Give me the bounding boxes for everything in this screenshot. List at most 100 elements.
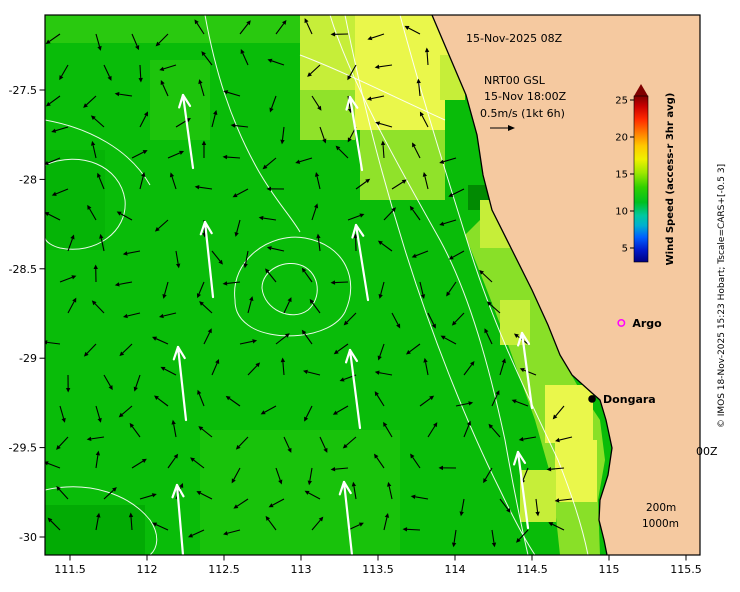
wind-arrow: [379, 122, 393, 128]
x-axis: 111.5 112 112.5 113 113.5 114 114.5 115 115.5: [54, 555, 702, 576]
wind-arrow-head: [114, 282, 120, 287]
wind-arrow-head: [287, 297, 292, 303]
wind-arrow: [304, 271, 313, 283]
credit-text: © IMOS 18-Nov-2025 15:23 Hobart; Tscale=…: [717, 164, 727, 428]
wind-arrow: [157, 219, 169, 230]
wind-arrow: [310, 64, 321, 75]
wind-arrow: [167, 457, 176, 469]
wind-arrow: [229, 398, 241, 407]
wind-arrow-head: [333, 349, 339, 355]
wind-arrow-head: [284, 333, 290, 338]
wind-arrow: [103, 489, 114, 500]
x-tick-label: 114: [445, 563, 466, 576]
wind-arrow: [239, 23, 249, 35]
wind-arrow: [305, 405, 313, 418]
wind-arrow-head: [431, 323, 436, 329]
wind-arrow: [489, 303, 501, 314]
wind-arrow-head: [332, 410, 338, 415]
wind-arrow: [448, 281, 457, 294]
model-label: NRT00 GSL: [484, 74, 546, 87]
wind-arrow-head: [301, 329, 307, 335]
wind-arrow: [122, 343, 133, 354]
wind-arrow-head: [468, 401, 474, 406]
wind-arrow-head: [133, 386, 138, 392]
wind-arrow-head: [260, 410, 266, 415]
wind-arrow: [121, 405, 133, 415]
wind-arrow-head: [330, 280, 336, 285]
wind-arrow-head: [162, 293, 167, 299]
colorbar-tick-label: 20: [615, 133, 628, 144]
wind-arrow-head: [108, 385, 113, 391]
x-tick-label: 115: [599, 563, 620, 576]
wind-arrow: [95, 517, 99, 531]
wind-arrow: [491, 529, 495, 543]
wind-arrow: [49, 33, 61, 42]
wind-arrow: [453, 529, 457, 543]
wind-arrow: [247, 365, 258, 376]
wind-arrow: [455, 402, 469, 407]
wind-arrow: [443, 157, 457, 163]
wind-arrow: [164, 368, 177, 376]
wind-arrow: [371, 33, 385, 39]
wind-arrow: [275, 23, 285, 35]
wind-arrow-head: [374, 391, 379, 397]
wind-speed-cell: [45, 505, 145, 555]
wind-arrow-head: [554, 437, 560, 443]
wind-arrow-head: [207, 328, 212, 334]
wind-arrow: [307, 371, 321, 376]
wind-arrow: [247, 300, 252, 314]
wind-arrow-head: [268, 503, 274, 508]
y-tick-label: -28.5: [9, 263, 37, 276]
wind-arrow-head: [358, 522, 364, 527]
wind-arrow: [98, 176, 105, 190]
wind-arrow-head: [198, 79, 203, 85]
wind-arrow: [427, 312, 435, 325]
current-arrow: [171, 483, 185, 555]
wind-arrow-head: [307, 480, 312, 486]
wind-arrow-head: [158, 313, 164, 319]
wind-arrow: [283, 300, 291, 314]
wind-arrow-head: [201, 140, 207, 146]
wind-arrow-head: [265, 268, 270, 274]
wind-arrow-head: [138, 77, 143, 83]
wind-arrow-head: [546, 466, 552, 472]
wind-arrow-head: [107, 75, 112, 81]
wind-arrow-head: [323, 447, 328, 453]
wind-arrow: [299, 157, 313, 163]
wind-arrow-head: [303, 369, 308, 375]
wind-arrow-head: [112, 487, 117, 492]
wind-arrow-head: [438, 465, 444, 471]
current-arrow: [351, 223, 370, 302]
wind-arrow-head: [143, 111, 149, 117]
wind-arrow-head: [347, 75, 352, 81]
wind-arrow-head: [410, 453, 415, 459]
wind-arrow: [424, 176, 429, 190]
wind-arrow-head: [278, 479, 283, 485]
wind-arrow-head: [486, 301, 492, 307]
wind-arrow: [131, 33, 138, 47]
wind-arrow-head: [313, 203, 319, 209]
wind-arrow-head: [519, 368, 525, 373]
wind-arrow: [409, 343, 421, 353]
wind-speed-cell: [150, 60, 210, 140]
wind-arrow-head: [411, 253, 417, 258]
land-mass: [431, 15, 700, 555]
wind-arrow: [95, 405, 101, 419]
wind-arrow: [139, 115, 147, 128]
current-arrow: [199, 220, 215, 299]
wind-arrow: [131, 460, 144, 469]
wind-arrow-head: [90, 115, 96, 121]
wind-arrow: [552, 523, 565, 531]
wind-arrow-head: [141, 458, 147, 463]
wind-arrow-head: [451, 320, 457, 326]
colorbar-title: Wind Speed (access-r 3hr avg): [665, 93, 676, 266]
wind-arrow-head: [451, 542, 457, 548]
wind-arrow: [415, 496, 429, 500]
wind-arrow-head: [222, 281, 228, 286]
wind-arrow-head: [196, 293, 201, 299]
wind-arrow: [227, 281, 241, 284]
wind-arrow-head: [71, 275, 77, 280]
wind-arrow-head: [439, 159, 445, 164]
wind-arrow-head: [380, 140, 386, 146]
